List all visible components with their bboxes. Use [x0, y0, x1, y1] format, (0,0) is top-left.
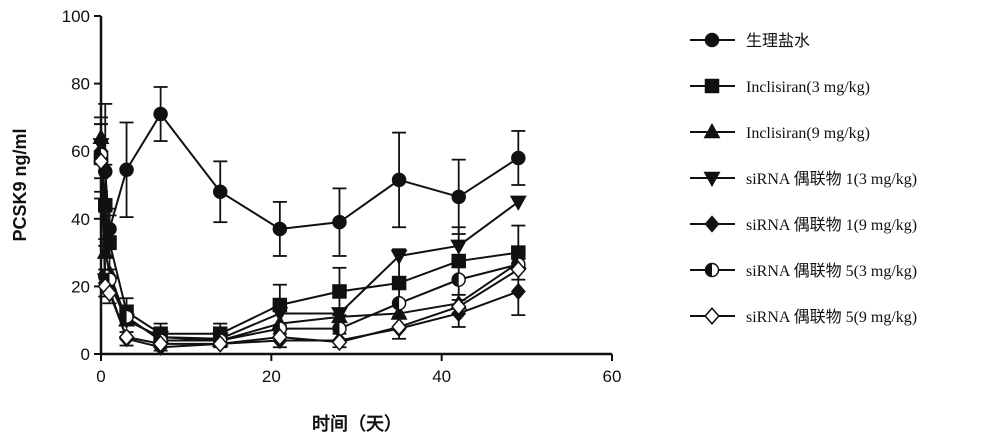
- data-point: [153, 106, 168, 122]
- legend-item: siRNA 偶联物 5(3 mg/kg): [690, 262, 917, 280]
- data-point: [98, 198, 113, 213]
- series-7: [93, 152, 527, 353]
- marker-half-fill: [332, 322, 340, 336]
- legend-item: siRNA 偶联物 5(9 mg/kg): [690, 307, 917, 326]
- data-point: [332, 321, 347, 336]
- marker-half-fill: [705, 263, 712, 277]
- data-point: [511, 150, 526, 166]
- data-point: [331, 307, 348, 323]
- data-point: [119, 162, 134, 178]
- legend-item: Inclisiran(9 mg/kg): [690, 122, 870, 142]
- data-point: [390, 249, 408, 266]
- data-point: [450, 297, 467, 316]
- legend-label: siRNA 偶联物 1(9 mg/kg): [746, 216, 917, 234]
- data-point: [509, 195, 527, 211]
- data-point: [332, 214, 347, 230]
- legend-label: siRNA 偶联物 5(3 mg/kg): [746, 262, 917, 280]
- legend-marker: [703, 122, 721, 139]
- x-tick-label: 20: [262, 367, 281, 386]
- data-point: [93, 152, 109, 171]
- legend-item: siRNA 偶联物 1(9 mg/kg): [690, 215, 917, 234]
- y-tick-label: 40: [71, 210, 90, 229]
- data-point: [119, 309, 134, 325]
- x-tick-label: 60: [603, 367, 622, 386]
- data-point: [152, 334, 169, 353]
- y-axis-title: PCSK9 ng/ml: [10, 128, 30, 241]
- data-point: [271, 307, 289, 323]
- legend-label: 生理盐水: [746, 32, 810, 50]
- data-point: [451, 272, 466, 287]
- legend-marker: [704, 32, 720, 48]
- data-point: [212, 334, 229, 353]
- legend-label: Inclisiran(9 mg/kg): [746, 125, 870, 142]
- y-tick-label: 60: [71, 142, 90, 161]
- data-point: [272, 328, 288, 347]
- data-point: [510, 260, 527, 279]
- legend-marker: [704, 215, 720, 233]
- y-tick-label: 20: [71, 277, 90, 296]
- marker-half-fill: [120, 310, 127, 324]
- legend-marker: [704, 78, 720, 94]
- data-point: [118, 328, 135, 347]
- data-point: [510, 282, 526, 301]
- data-point: [212, 184, 228, 200]
- marker-half-fill: [392, 296, 400, 310]
- axes: 0 20 40 60 80 100 0 20 40 60: [62, 7, 622, 386]
- x-axis-title: 时间（天）: [312, 414, 402, 434]
- plot-area: [92, 86, 527, 356]
- x-tick-label: 0: [96, 367, 105, 386]
- legend: 生理盐水 Inclisiran(3 mg/kg) Inclisiran(9 mg/k…: [690, 32, 917, 326]
- legend-item: Inclisiran(3 mg/kg): [690, 78, 870, 96]
- data-point: [332, 284, 347, 299]
- legend-label: Inclisiran(3 mg/kg): [746, 79, 870, 96]
- series-1: [93, 86, 526, 257]
- y-tick-label: 0: [81, 345, 90, 364]
- legend-marker: [704, 307, 720, 325]
- legend-label: siRNA 偶联物 1(3 mg/kg): [746, 170, 917, 188]
- series-line: [100, 112, 519, 230]
- y-tick-label: 100: [62, 7, 90, 26]
- legend-marker: [703, 171, 721, 188]
- data-point: [331, 333, 348, 352]
- legend-item: siRNA 偶联物 1(3 mg/kg): [690, 170, 917, 188]
- data-point: [391, 318, 407, 336]
- legend-label: siRNA 偶联物 5(9 mg/kg): [746, 308, 917, 326]
- data-point: [391, 172, 407, 188]
- marker-half-fill: [452, 273, 459, 287]
- data-point: [101, 284, 118, 303]
- y-tick-label: 80: [71, 75, 90, 94]
- data-point: [450, 239, 468, 255]
- legend-item: 生理盐水: [690, 32, 810, 50]
- legend-marker: [704, 262, 720, 278]
- data-point: [272, 221, 288, 237]
- x-tick-label: 40: [432, 367, 451, 386]
- data-point: [391, 296, 407, 311]
- data-point: [451, 189, 466, 205]
- data-point: [451, 253, 466, 269]
- data-point: [391, 275, 407, 291]
